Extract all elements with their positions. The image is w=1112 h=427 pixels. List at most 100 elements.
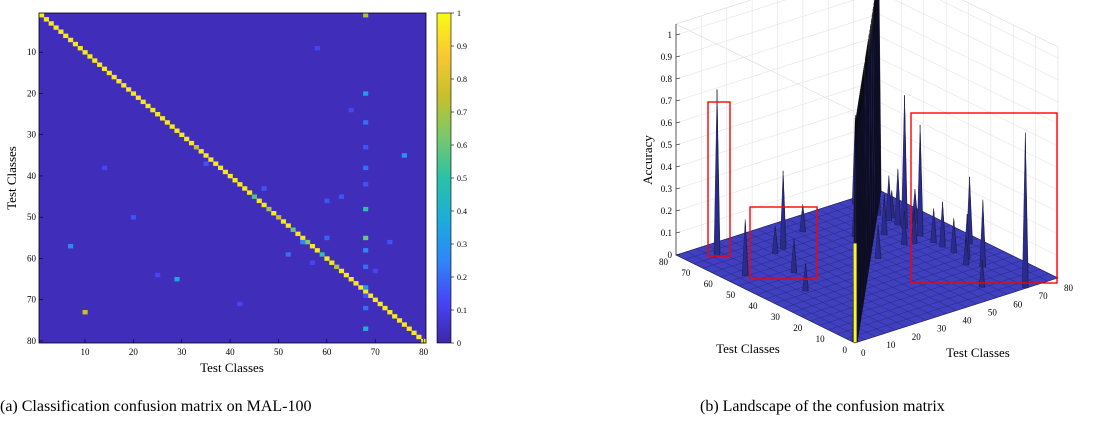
landscape-left-tick-label: 80 — [659, 257, 669, 267]
heatmap-diagonal-cell — [150, 107, 156, 113]
heatmap-x-tick-label: 50 — [274, 347, 284, 357]
heatmap-cell — [300, 239, 306, 245]
heatmap-cell — [372, 268, 378, 274]
landscape-peak — [942, 201, 946, 248]
heatmap-diagonal-cell — [130, 91, 137, 96]
landscape-left-tick-label: 40 — [749, 301, 759, 311]
heatmap-cell — [68, 244, 74, 249]
heatmap-diagonal-cell — [217, 165, 224, 171]
heatmap-diagonal-cell — [363, 289, 369, 294]
heatmap-x-ticks: 10 20 30 40 50 60 70 80 — [80, 339, 429, 357]
landscape-right-tick-label: 30 — [937, 324, 947, 334]
heatmap-diagonal-cell — [242, 186, 248, 191]
landscape-mesh-line — [797, 215, 977, 305]
landscape-grid-line — [675, 0, 1059, 59]
colorbar-tick-label: 0.7 — [457, 108, 467, 117]
heatmap-cell — [261, 186, 267, 191]
landscape-peak — [904, 210, 908, 246]
heatmap-cell — [314, 46, 320, 51]
heatmap-diagonal-cell — [164, 120, 170, 125]
landscape-peak — [966, 237, 970, 266]
heatmap-cell — [363, 248, 369, 253]
landscape-z-tick — [675, 99, 681, 102]
heatmap-y-tick-label: 60 — [27, 253, 37, 263]
landscape-right-tick-label: 60 — [1013, 299, 1023, 309]
heatmap-x-tick-label: 30 — [177, 347, 187, 357]
landscape-z-tick — [675, 77, 681, 80]
landscape-peak — [745, 219, 749, 276]
heatmap-cell — [363, 264, 369, 270]
heatmap-diagonal-cell — [353, 281, 359, 286]
landscape-z-tick — [675, 55, 681, 58]
landscape-mesh-line — [729, 216, 933, 282]
heatmap-diagonal-cell — [92, 58, 98, 63]
heatmap-diagonal-cell — [280, 219, 287, 224]
landscape-peaks — [713, 0, 1029, 343]
heatmap-diagonal-cell — [338, 268, 345, 274]
heatmap-y-tick-label: 20 — [27, 88, 37, 98]
heatmap-y-tick-label: 30 — [27, 130, 37, 140]
heatmap-diagonal-cell — [188, 140, 195, 146]
landscape-peak — [933, 208, 937, 243]
heatmap-cell — [174, 277, 180, 282]
landscape-right-tick-label: 0 — [861, 348, 866, 358]
heatmap-y-tick-label: 70 — [27, 295, 37, 305]
landscape-z-ticks: 0 0.1 0.2 0.3 0.4 0.5 0.6 0.7 0.8 0.9 1 — [661, 24, 681, 260]
heatmap-x-tick-label: 80 — [419, 347, 429, 357]
heatmap-diagonal-cell — [174, 128, 180, 133]
heatmap-diagonal-cell — [208, 157, 214, 162]
heatmap-frame — [38, 12, 427, 344]
highlight-box-left-peak — [707, 101, 731, 257]
heatmap-diagonal-cell — [179, 132, 185, 138]
heatmap-diagonal-cell — [251, 194, 257, 199]
colorbar-tick-label: 0.9 — [457, 42, 467, 51]
heatmap-cell — [82, 310, 88, 315]
heatmap-x-tick-label: 10 — [80, 347, 90, 357]
heatmap-x-tick-label: 70 — [371, 347, 381, 357]
heatmap-diagonal-cell — [53, 25, 59, 30]
heatmap-cell — [363, 235, 369, 241]
heatmap-diagonal-cell — [106, 70, 112, 76]
heatmap-cell — [338, 194, 345, 199]
heatmap-diagonal-cell — [305, 239, 311, 245]
heatmap-diagonal-cell — [290, 227, 296, 232]
landscape-z-tick-label: 0.8 — [661, 74, 673, 84]
landscape-peak — [802, 204, 807, 233]
landscape-peak — [969, 176, 973, 245]
heatmap-diagonal-cell — [184, 136, 190, 142]
landscape-right-tick-label: 20 — [912, 332, 922, 342]
landscape-right-tick-label: 70 — [1039, 291, 1049, 301]
heatmap-cells — [39, 13, 427, 344]
caption-b: (b) Landscape of the confusion matrix — [700, 398, 945, 415]
landscape-grid-line — [675, 0, 1059, 81]
landscape-z-tick-label: 0.2 — [661, 206, 672, 216]
heatmap-y-tick-label: 40 — [27, 171, 37, 181]
colorbar — [436, 12, 452, 344]
heatmap-cell — [363, 326, 369, 331]
heatmap-diagonal-cell — [329, 260, 335, 265]
heatmap-cell — [363, 293, 369, 298]
heatmap-diagonal-cell — [58, 29, 64, 34]
landscape-z-tick-label: 0 — [668, 250, 673, 260]
heatmap-diagonal-cell — [348, 277, 354, 282]
heatmap-diagonal-cell — [193, 145, 199, 150]
heatmap-diagonal-cell — [314, 248, 320, 253]
landscape-peak — [953, 218, 958, 253]
heatmap-diagonal-cell — [145, 103, 151, 109]
heatmap-cell — [401, 153, 407, 158]
heatmap-diagonal-cell — [343, 272, 349, 278]
landscape-peak — [897, 168, 902, 226]
colorbar-tick-label: 0.1 — [457, 306, 467, 315]
heatmap-x-tick-label: 20 — [129, 347, 139, 357]
landscape-z-tick-label: 0.6 — [661, 118, 673, 128]
landscape-peak — [981, 259, 986, 288]
landscape-peak — [782, 170, 787, 250]
heatmap-diagonal-cell — [48, 21, 54, 26]
heatmap-diagonal-cell — [358, 285, 364, 290]
heatmap-cell — [363, 285, 369, 290]
heatmap-diagonal-cell — [116, 79, 122, 84]
heatmap-diagonal-cell — [396, 318, 403, 323]
colorbar-tick-label: 0.3 — [457, 240, 467, 249]
heatmap-diagonal-cell — [169, 124, 175, 129]
heatmap-diagonal-cell — [247, 190, 253, 195]
